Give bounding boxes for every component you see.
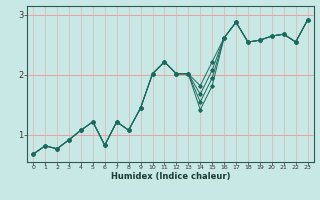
X-axis label: Humidex (Indice chaleur): Humidex (Indice chaleur) xyxy=(111,172,230,181)
